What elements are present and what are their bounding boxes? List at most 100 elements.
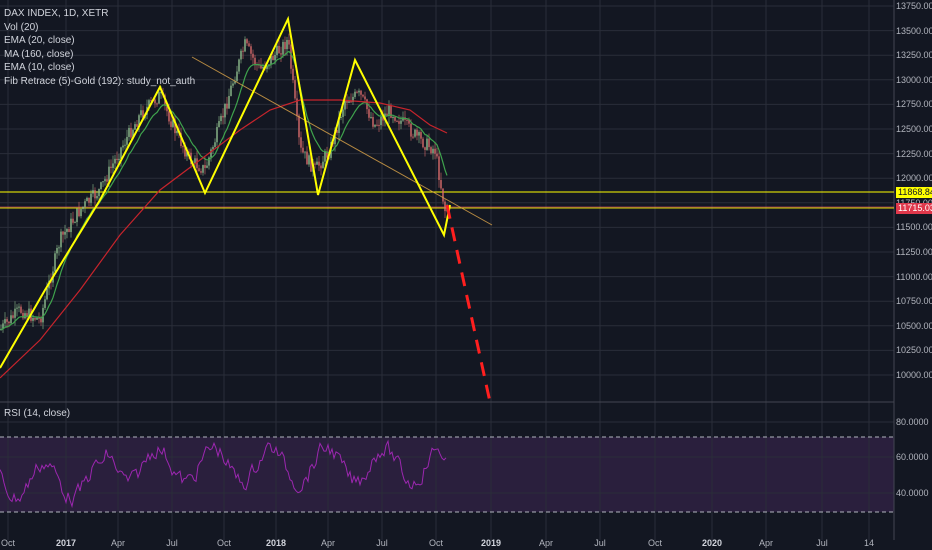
- candle-body: [226, 103, 228, 109]
- time-axis-label: Oct: [216, 538, 232, 548]
- candle-body: [372, 117, 374, 127]
- price-axis-label: 10500.00: [896, 320, 932, 331]
- candle-body: [158, 92, 160, 104]
- candle-body: [16, 307, 18, 309]
- legend-volume[interactable]: Vol (20): [4, 22, 39, 33]
- candle-body: [18, 306, 20, 308]
- price-tag-red: 11715.03: [896, 203, 932, 214]
- candle-body: [168, 111, 170, 122]
- candle-body: [374, 124, 376, 127]
- candle-body: [80, 208, 82, 217]
- candle-body: [194, 158, 196, 164]
- candle-body: [176, 130, 178, 134]
- candle-body: [284, 41, 286, 50]
- candle-body: [10, 315, 12, 324]
- candle-body: [434, 148, 436, 154]
- price-axis-label: 12000.00: [896, 173, 932, 184]
- candle-body: [290, 44, 292, 69]
- candle-body: [418, 132, 420, 136]
- candle-body: [422, 138, 424, 148]
- time-axis-label: Oct: [647, 538, 663, 548]
- candle-body: [136, 124, 138, 127]
- candle-body: [358, 90, 360, 93]
- candle-body: [436, 153, 438, 157]
- candle-body: [440, 180, 442, 189]
- time-axis-label: Apr: [320, 538, 336, 548]
- time-axis-label: 2017: [55, 538, 77, 548]
- candle-body: [84, 201, 86, 207]
- candle-body: [274, 54, 276, 61]
- legend-symbol[interactable]: DAX INDEX, 1D, XETR: [4, 8, 109, 19]
- time-axis-label: 14: [863, 538, 875, 548]
- price-axis-label: 13750.00: [896, 1, 932, 11]
- candle-body: [406, 119, 408, 121]
- candle-body: [376, 124, 378, 126]
- candle-body: [400, 120, 402, 124]
- candle-body: [398, 121, 400, 124]
- candle-body: [34, 317, 36, 320]
- candle-body: [40, 318, 42, 323]
- forecast-line[interactable]: [445, 204, 492, 403]
- candle-body: [234, 81, 236, 84]
- time-axis-label: 2020: [701, 538, 723, 548]
- candle-body: [166, 104, 168, 112]
- candle-body: [340, 116, 342, 118]
- candle-body: [442, 188, 444, 202]
- candle-body: [296, 98, 298, 116]
- candle-body: [12, 315, 14, 318]
- candle-body: [32, 317, 34, 321]
- candle-body: [410, 123, 412, 137]
- price-axis-label: 11750.00: [896, 198, 932, 208]
- rsi-axis-label: 60.0000: [896, 452, 929, 462]
- legend-fib[interactable]: Fib Retrace (5)-Gold (192): study_not_au…: [4, 76, 196, 87]
- candle-body: [432, 148, 434, 154]
- candle-body: [38, 317, 40, 319]
- candle-body: [246, 39, 248, 44]
- candle-body: [320, 165, 322, 169]
- candle-body: [356, 91, 358, 93]
- candle-body: [44, 299, 46, 308]
- candle-body: [390, 105, 392, 118]
- pattern-zigzag[interactable]: [0, 15, 451, 369]
- candle-body: [134, 124, 136, 130]
- candle-body: [222, 115, 224, 118]
- candle-body: [70, 218, 72, 233]
- candle-body: [430, 147, 432, 154]
- time-axis-label: Oct: [428, 538, 444, 548]
- candle-body: [220, 115, 222, 122]
- legend-rsi[interactable]: RSI (14, close): [4, 408, 71, 419]
- candle-body: [42, 307, 44, 323]
- candle-body: [20, 306, 22, 313]
- legend-ema20[interactable]: EMA (20, close): [4, 35, 75, 46]
- candle-body: [88, 197, 90, 203]
- candle-body: [208, 157, 210, 166]
- candle-body: [240, 50, 242, 60]
- candle-body: [150, 100, 152, 102]
- candle-body: [252, 53, 254, 58]
- candle-body: [86, 197, 88, 202]
- price-axis-label: 11500.00: [896, 222, 932, 233]
- candle-body: [322, 161, 324, 169]
- trendline[interactable]: [191, 56, 493, 226]
- candle-body: [364, 96, 366, 100]
- candle-body: [342, 109, 344, 117]
- candle-body: [408, 120, 410, 124]
- legend-ma160[interactable]: MA (160, close): [4, 49, 74, 60]
- candle-body: [28, 308, 30, 318]
- candle-body: [444, 201, 446, 212]
- candle-body: [298, 115, 300, 138]
- candle-body: [14, 308, 16, 318]
- candle-body: [232, 83, 234, 86]
- candle-body: [160, 92, 162, 94]
- candle-body: [66, 229, 68, 232]
- candle-body: [412, 136, 414, 138]
- candle-body: [316, 161, 318, 165]
- candle-body: [58, 247, 60, 249]
- candle-body: [262, 66, 264, 69]
- legend-ema10[interactable]: EMA (10, close): [4, 62, 75, 73]
- candle-body: [92, 190, 94, 194]
- candle-body: [114, 158, 116, 164]
- candle-body: [180, 133, 182, 147]
